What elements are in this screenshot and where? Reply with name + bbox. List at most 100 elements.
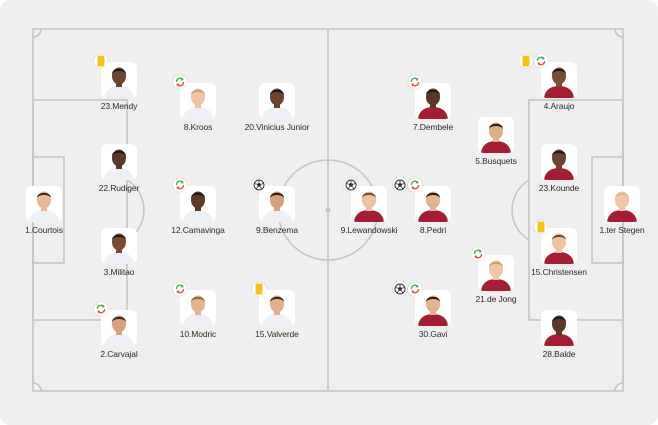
player-home-rudiger[interactable]: 22.Rudiger [74, 144, 164, 204]
player-name: 30.Gavi [418, 329, 448, 339]
substitution-icon [173, 178, 187, 192]
player-name: 15.Valverde [255, 329, 299, 339]
goal-ball-icon [393, 282, 407, 296]
player-name: 28.Balde [542, 349, 576, 359]
substitution-icon [408, 282, 422, 296]
player-photo [101, 228, 137, 264]
player-photo [259, 290, 295, 326]
player-photo [604, 186, 640, 222]
player-photo [101, 144, 137, 180]
player-photo [26, 186, 62, 222]
player-event-badges [173, 282, 187, 296]
substitution-icon [534, 54, 548, 68]
player-event-badges [173, 178, 187, 192]
player-event-badges [393, 282, 422, 296]
player-photo [180, 186, 216, 222]
substitution-icon [94, 302, 108, 316]
player-name: 4.Araujo [543, 101, 575, 111]
player-photo [101, 310, 137, 346]
yellow-card-icon [94, 54, 108, 68]
substitution-icon [173, 282, 187, 296]
player-photo [101, 62, 137, 98]
player-home-modric[interactable]: 10.Modric [153, 282, 243, 350]
player-away-balde[interactable]: 28.Balde [514, 310, 604, 370]
player-avatar [607, 191, 637, 222]
player-avatar [104, 233, 134, 264]
player-away-pedri[interactable]: 8.Pedri [388, 178, 478, 246]
player-name: 23.Mendy [100, 101, 138, 111]
player-photo [415, 83, 451, 119]
corner-arc [32, 382, 42, 392]
player-home-vinicius[interactable]: 20.Vinicius Junior [232, 83, 322, 143]
corner-arc [32, 28, 42, 38]
player-avatar [481, 260, 511, 291]
player-name: 9.Lewandowski [340, 225, 398, 235]
player-away-araujo[interactable]: 4.Araujo [514, 54, 604, 122]
player-name: 20.Vinicius Junior [244, 122, 310, 132]
substitution-icon [173, 75, 187, 89]
player-event-badges [393, 178, 422, 192]
player-home-camavinga[interactable]: 12.Camavinga [153, 178, 243, 246]
player-name: 7.Dembele [412, 122, 454, 132]
player-name: 3.Militao [103, 267, 135, 277]
player-avatar [29, 191, 59, 222]
player-photo [259, 83, 295, 119]
player-away-christensen[interactable]: 15.Christensen [514, 220, 604, 288]
player-away-gavi[interactable]: 30.Gavi [388, 282, 478, 350]
player-photo [541, 62, 577, 98]
player-event-badges [534, 220, 548, 234]
player-avatar [183, 191, 213, 222]
player-event-badges [408, 75, 422, 89]
player-away-busquets[interactable]: 5.Busquets [451, 117, 541, 177]
goal-ball-icon [252, 178, 266, 192]
player-photo [415, 186, 451, 222]
player-avatar [544, 233, 574, 264]
player-home-carvajal[interactable]: 2.Carvajal [74, 302, 164, 370]
player-avatar [183, 295, 213, 326]
player-avatar [354, 191, 384, 222]
player-name: 9.Benzema [255, 225, 299, 235]
player-avatar [544, 67, 574, 98]
player-avatar [183, 88, 213, 119]
substitution-icon [408, 75, 422, 89]
player-name: 10.Modric [179, 329, 217, 339]
player-name: 22.Rudiger [98, 183, 140, 193]
player-photo [541, 228, 577, 264]
player-home-courtois[interactable]: 1.Courtois [0, 186, 89, 246]
player-avatar [544, 149, 574, 180]
player-home-valverde[interactable]: 15.Valverde [232, 282, 322, 350]
player-away-ter-stegen[interactable]: 1.ter Stegen [577, 186, 658, 246]
player-away-kounde[interactable]: 23.Kounde [514, 144, 604, 204]
player-photo [541, 144, 577, 180]
player-photo [478, 255, 514, 291]
player-away-dembele[interactable]: 7.Dembele [388, 75, 478, 143]
yellow-card-icon [519, 54, 533, 68]
player-photo [541, 310, 577, 346]
player-home-benzema[interactable]: 9.Benzema [232, 178, 322, 246]
player-avatar [104, 67, 134, 98]
player-away-de-jong[interactable]: 21.de Jong [451, 247, 541, 315]
player-photo [259, 186, 295, 222]
player-avatar [262, 191, 292, 222]
yellow-card-icon [252, 282, 266, 296]
player-photo [478, 117, 514, 153]
player-event-badges [252, 178, 266, 192]
player-home-kroos[interactable]: 8.Kroos [153, 75, 243, 143]
substitution-icon [408, 178, 422, 192]
player-photo [180, 290, 216, 326]
player-event-badges [344, 178, 358, 192]
player-photo [180, 83, 216, 119]
player-name: 23.Kounde [538, 183, 580, 193]
corner-arc [614, 382, 624, 392]
player-avatar [418, 88, 448, 119]
player-name: 8.Kroos [183, 122, 213, 132]
player-event-badges [519, 54, 548, 68]
player-event-badges [94, 302, 108, 316]
player-name: 12.Camavinga [171, 225, 225, 235]
player-photo [351, 186, 387, 222]
player-home-militao[interactable]: 3.Militao [74, 228, 164, 288]
player-away-lewandowski[interactable]: 9.Lewandowski [324, 178, 414, 246]
player-home-mendy[interactable]: 23.Mendy [74, 54, 164, 122]
player-avatar [104, 315, 134, 346]
